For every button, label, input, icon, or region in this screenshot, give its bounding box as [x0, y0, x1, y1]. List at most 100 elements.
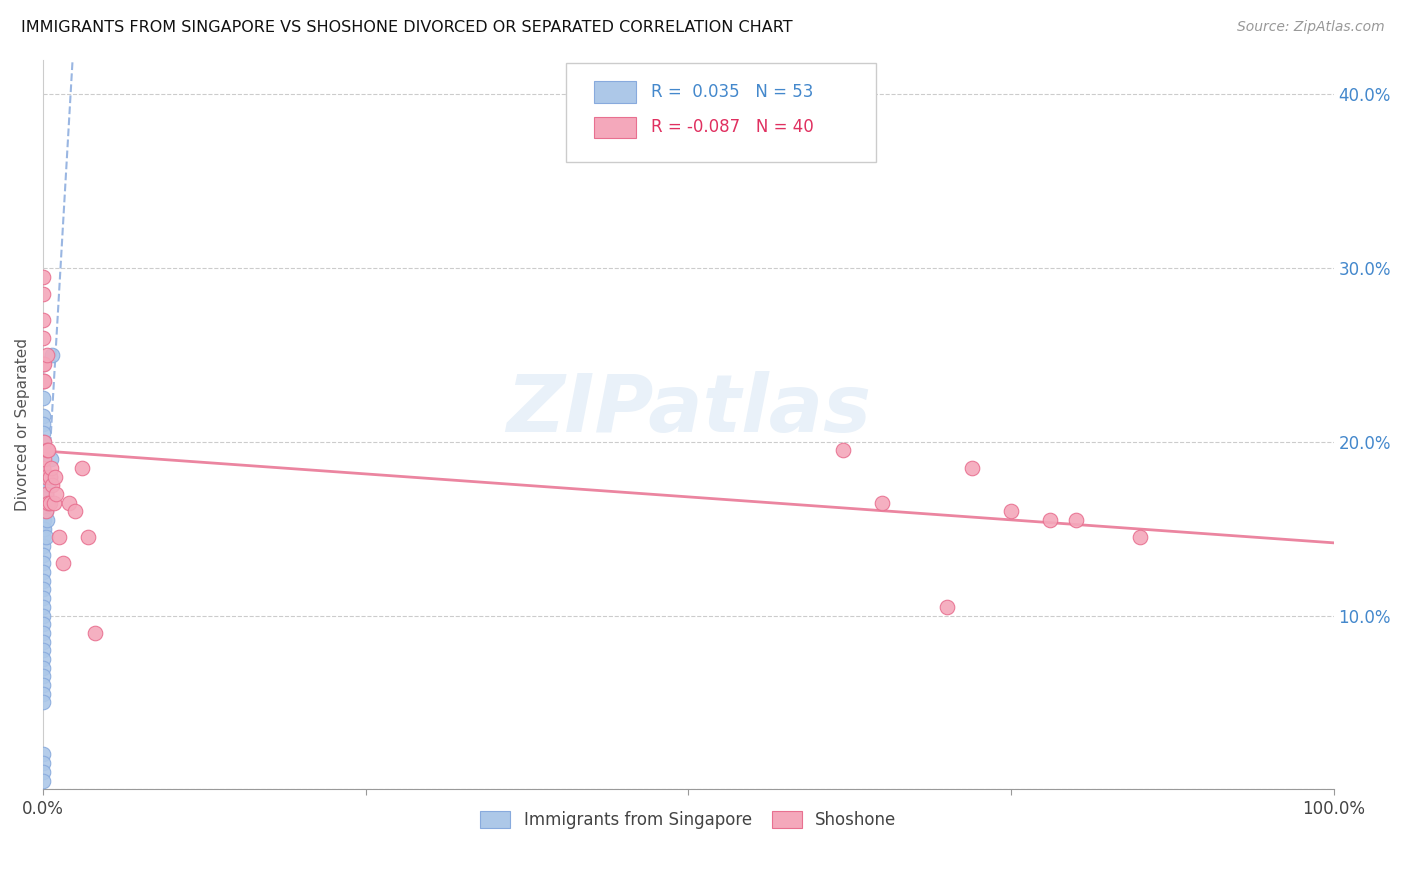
Point	[35, 495, 58, 509]
Point	[32, 678, 55, 692]
Point	[32, 487, 55, 501]
Point	[34, 357, 56, 371]
Point	[39, 460, 62, 475]
Y-axis label: Divorced or Separated: Divorced or Separated	[15, 338, 30, 511]
Point	[32, 504, 55, 518]
Point	[32, 669, 55, 683]
Point	[32, 313, 55, 327]
Point	[32, 747, 55, 762]
Point	[35, 348, 58, 362]
Point	[38, 495, 60, 509]
Point	[35, 487, 58, 501]
Point	[832, 443, 855, 458]
Point	[32, 434, 55, 449]
Point	[77, 530, 100, 544]
Point	[32, 557, 55, 571]
Point	[32, 443, 55, 458]
Point	[935, 599, 957, 614]
Point	[32, 478, 55, 492]
Point	[39, 452, 62, 467]
Point	[34, 513, 56, 527]
Point	[44, 469, 66, 483]
Point	[32, 565, 55, 579]
Point	[32, 608, 55, 623]
Point	[83, 625, 105, 640]
Point	[37, 443, 59, 458]
Point	[870, 495, 893, 509]
Point	[34, 452, 56, 467]
Point	[1000, 504, 1022, 518]
Point	[34, 434, 56, 449]
Point	[34, 374, 56, 388]
Point	[32, 460, 55, 475]
Point	[32, 625, 55, 640]
Point	[32, 634, 55, 648]
Point	[45, 487, 67, 501]
Point	[38, 469, 60, 483]
Point	[32, 617, 55, 632]
Point	[37, 478, 59, 492]
Point	[32, 599, 55, 614]
Text: ZIPatlas: ZIPatlas	[506, 371, 870, 449]
Point	[32, 417, 55, 432]
Legend: Immigrants from Singapore, Shoshone: Immigrants from Singapore, Shoshone	[474, 804, 903, 836]
Point	[70, 460, 93, 475]
Point	[41, 348, 63, 362]
Point	[42, 495, 65, 509]
Point	[32, 643, 55, 657]
Text: IMMIGRANTS FROM SINGAPORE VS SHOSHONE DIVORCED OR SEPARATED CORRELATION CHART: IMMIGRANTS FROM SINGAPORE VS SHOSHONE DI…	[21, 20, 793, 35]
Point	[32, 392, 55, 406]
Point	[38, 469, 60, 483]
Point	[32, 764, 55, 779]
Point	[32, 426, 55, 441]
Point	[35, 504, 58, 518]
Point	[32, 330, 55, 344]
Point	[32, 574, 55, 588]
Point	[41, 478, 63, 492]
Point	[32, 374, 55, 388]
Point	[32, 374, 55, 388]
Point	[48, 530, 70, 544]
Point	[32, 591, 55, 606]
Point	[1064, 513, 1087, 527]
Point	[32, 452, 55, 467]
Point	[35, 443, 58, 458]
Point	[1129, 530, 1152, 544]
Point	[32, 539, 55, 553]
Point	[32, 773, 55, 788]
Text: Source: ZipAtlas.com: Source: ZipAtlas.com	[1237, 20, 1385, 34]
Point	[32, 409, 55, 423]
Point	[32, 695, 55, 709]
Point	[1039, 513, 1062, 527]
Point	[32, 513, 55, 527]
Point	[32, 460, 55, 475]
Point	[51, 557, 73, 571]
Text: R = -0.087   N = 40: R = -0.087 N = 40	[651, 119, 814, 136]
Point	[32, 582, 55, 597]
Point	[58, 495, 80, 509]
Point	[962, 460, 984, 475]
Point	[35, 469, 58, 483]
Point	[35, 504, 58, 518]
Point	[32, 687, 55, 701]
Point	[32, 660, 55, 674]
Text: R =  0.035   N = 53: R = 0.035 N = 53	[651, 84, 813, 102]
Point	[32, 756, 55, 771]
FancyBboxPatch shape	[565, 63, 876, 161]
FancyBboxPatch shape	[595, 81, 636, 103]
Point	[32, 652, 55, 666]
Point	[37, 495, 59, 509]
Point	[35, 513, 58, 527]
Point	[37, 495, 59, 509]
Point	[32, 548, 55, 562]
Point	[32, 469, 55, 483]
Point	[32, 287, 55, 301]
Point	[32, 269, 55, 284]
Point	[35, 487, 58, 501]
Point	[32, 495, 55, 509]
Point	[32, 530, 55, 544]
Point	[32, 522, 55, 536]
Point	[34, 522, 56, 536]
Point	[32, 357, 55, 371]
Point	[65, 504, 87, 518]
